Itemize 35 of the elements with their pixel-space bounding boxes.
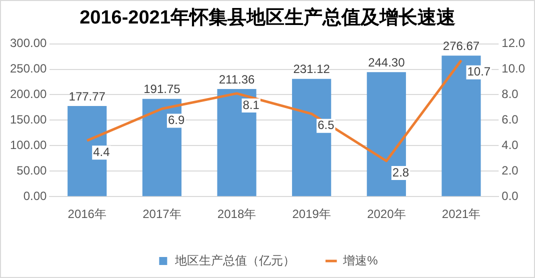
x-tick-label: 2020年 bbox=[367, 207, 406, 222]
y2-tick-label: 10.0 bbox=[502, 62, 526, 76]
data-label: 177.77 bbox=[68, 89, 106, 104]
x-tick-label: 2016年 bbox=[68, 207, 106, 222]
y2-tick-label: 12.0 bbox=[502, 36, 526, 50]
y-tick-label: 100.00 bbox=[10, 138, 48, 152]
y-tick-label: 300.00 bbox=[10, 36, 48, 50]
data-label: 6.9 bbox=[168, 113, 185, 128]
y-tick-label: 0.00 bbox=[23, 188, 48, 203]
x-tick-label: 2018年 bbox=[217, 207, 256, 222]
y2-tick-label: 2.0 bbox=[502, 163, 519, 178]
x-tick-label: 2019年 bbox=[292, 207, 331, 222]
x-tick-label: 2021年 bbox=[442, 207, 481, 222]
data-label: 244.30 bbox=[368, 55, 406, 70]
data-label: 10.7 bbox=[467, 64, 491, 79]
data-label: 2.8 bbox=[392, 165, 410, 180]
x-tick-label: 2017年 bbox=[142, 207, 182, 222]
data-label: 191.75 bbox=[144, 82, 181, 96]
y-tick-label: 250.00 bbox=[10, 62, 48, 76]
data-label: 276.67 bbox=[442, 38, 480, 53]
y-tick-label: 150.00 bbox=[10, 112, 48, 127]
y2-tick-label: 6.0 bbox=[502, 112, 519, 127]
data-label: 6.5 bbox=[318, 118, 335, 132]
chart-title: 2016-2021年怀集县地区生产总值及增长速速 bbox=[80, 6, 456, 29]
y-tick-label: 200.00 bbox=[10, 87, 48, 102]
data-label: 4.4 bbox=[93, 144, 110, 159]
data-label: 8.1 bbox=[242, 98, 260, 112]
y2-tick-label: 8.0 bbox=[502, 87, 519, 102]
data-label: 211.36 bbox=[218, 72, 255, 86]
legend-label: 增速% bbox=[342, 253, 378, 268]
y2-tick-label: 4.0 bbox=[502, 138, 519, 152]
y2-tick-label: 0.0 bbox=[502, 188, 519, 203]
legend-label: 地区生产总值（亿元） bbox=[174, 253, 296, 268]
data-label: 231.12 bbox=[293, 62, 330, 76]
y-tick-label: 50.00 bbox=[16, 163, 48, 178]
